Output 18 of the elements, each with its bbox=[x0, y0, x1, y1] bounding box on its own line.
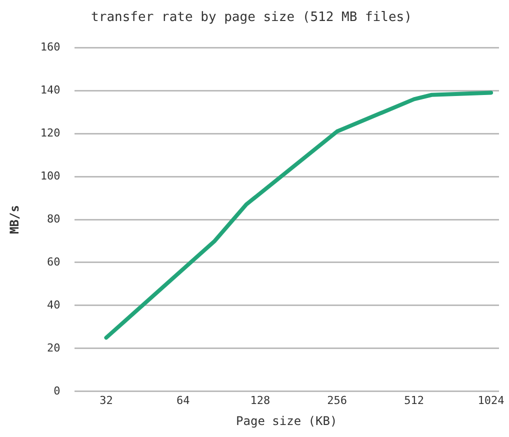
x-tick-label: 1024 bbox=[478, 394, 505, 407]
y-tick-label: 0 bbox=[54, 384, 60, 398]
y-tick-label: 80 bbox=[47, 212, 60, 226]
y-tick-label: 60 bbox=[47, 255, 60, 268]
x-tick-label: 256 bbox=[327, 394, 348, 407]
y-axis-title: MB/s bbox=[7, 205, 22, 234]
y-tick-label: 100 bbox=[40, 169, 60, 182]
x-tick-label: 128 bbox=[250, 394, 270, 407]
y-tick-label: 140 bbox=[40, 83, 60, 96]
x-tick-label: 512 bbox=[404, 394, 424, 407]
y-tick-label: 40 bbox=[47, 298, 60, 312]
y-tick-label: 120 bbox=[40, 126, 60, 140]
x-tick-label: 64 bbox=[176, 394, 190, 407]
chart-title: transfer rate by page size (512 MB files) bbox=[91, 10, 412, 26]
y-tick-label: 20 bbox=[47, 341, 60, 354]
x-tick-label: 32 bbox=[100, 394, 113, 407]
y-tick-label: 160 bbox=[40, 40, 60, 54]
x-axis-title: Page size (KB) bbox=[236, 414, 338, 428]
